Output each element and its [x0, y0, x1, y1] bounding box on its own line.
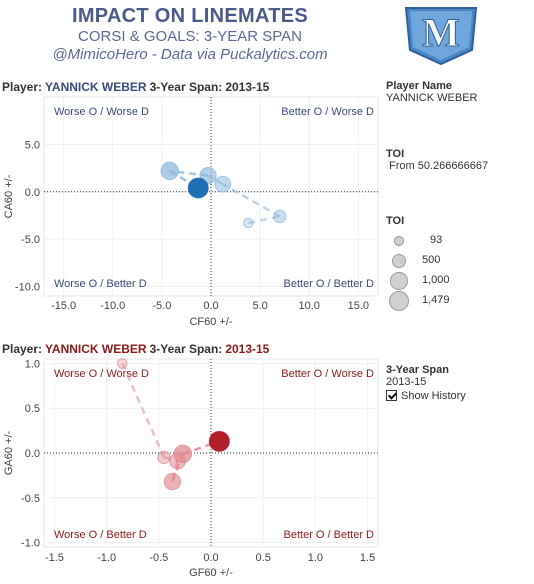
dashboard-subtitle: CORSI & GOALS: 3-YEAR SPAN: [78, 28, 302, 45]
corsi-plot: -15.0 -10.0 -5.0 0.0 5.0 10.0 15.0 5.0 0.0 -5.0 -1…: [3, 96, 379, 328]
goals-history-point[interactable]: [173, 444, 193, 464]
corsi-y-tick-label: -5.0: [21, 234, 40, 246]
goals-panel-title: Player: YANNICK WEBER 3-Year Span: 2013-15: [2, 342, 272, 356]
corsi-history-point[interactable]: [273, 209, 287, 224]
toi-legend-value: 1,479: [422, 294, 450, 306]
corsi-quadrant-bottom-left: Worse O / Better D: [54, 278, 147, 290]
goals-y-tick-label: 1.0: [25, 358, 40, 370]
player-name-value[interactable]: YANNICK WEBER: [386, 92, 478, 104]
goals-y-axis-label: GA60 +/-: [3, 430, 15, 475]
goals-history-point[interactable]: [163, 472, 182, 491]
goals-y-tick-label: -0.5: [21, 493, 40, 505]
goals-y-tick-label: 0.5: [25, 403, 40, 415]
goals-x-tick-label: -0.5: [149, 552, 168, 564]
corsi-x-tick-label: 5.0: [252, 300, 267, 312]
goals-x-tick-label: -1.0: [97, 552, 116, 564]
corsi-x-tick-label: -15.0: [51, 300, 76, 312]
toi-filter-label: TOI: [386, 148, 405, 160]
corsi-title-span-value: 2013-15: [225, 80, 270, 94]
goals-history-point[interactable]: [117, 358, 128, 369]
corsi-quadrant-top-right: Better O / Worse D: [281, 106, 374, 118]
corsi-panel-title: Player: YANNICK WEBER 3-Year Span: 2013-15: [2, 80, 272, 94]
span-value[interactable]: 2013-15: [386, 376, 427, 388]
corsi-y-axis-label: CA60 +/-: [3, 174, 15, 218]
corsi-x-tick-label: 10.0: [299, 300, 320, 312]
player-name-label: Player Name: [386, 80, 453, 92]
toi-legend-circle: [391, 253, 407, 269]
goals-title-player: YANNICK WEBER: [45, 342, 147, 356]
toi-filter-value[interactable]: From 50.266666667: [389, 160, 489, 172]
goals-x-axis-label: GF60 +/-: [189, 567, 233, 579]
toi-legend-value: 500: [422, 254, 441, 266]
player-name-filter[interactable]: Player Name YANNICK WEBER: [386, 80, 477, 104]
corsi-history-segment: [222, 183, 281, 218]
goals-y-tick-label: -1.0: [21, 538, 40, 550]
toi-legend-circle: [390, 272, 408, 290]
toi-legend-row: 1,479: [386, 291, 526, 311]
corsi-y-tick-label: 5.0: [25, 139, 40, 151]
goals-y-tick-label: 0.0: [25, 448, 40, 460]
goals-x-tick-label: 0.0: [203, 552, 218, 564]
toi-legend-circle: [389, 291, 409, 311]
goals-quadrant-bottom-left: Worse O / Better D: [54, 529, 147, 541]
goals-history-segment: [121, 362, 166, 458]
corsi-quadrant-top-left: Worse O / Worse D: [54, 106, 149, 118]
span-filter[interactable]: 3-Year Span 2013-15 Show History: [386, 364, 466, 402]
corsi-x-tick-label: 0.0: [203, 300, 218, 312]
corsi-history-segment: [248, 215, 281, 225]
toi-legend-row: 93: [386, 231, 526, 251]
span-label: 3-Year Span: [386, 364, 449, 376]
corsi-y-tick-label: 0.0: [25, 187, 40, 199]
toi-filter[interactable]: TOI From 50.266666667: [386, 148, 488, 172]
toi-legend-value: 93: [430, 234, 443, 246]
corsi-x-tick-label: -10.0: [100, 300, 125, 312]
goals-quadrant-top-left: Worse O / Worse D: [54, 368, 149, 380]
corsi-history-point[interactable]: [160, 161, 179, 181]
logo-letter: M: [422, 10, 460, 55]
corsi-quadrant-bottom-right: Better O / Better D: [284, 278, 375, 290]
corsi-history-point[interactable]: [243, 217, 254, 229]
goals-x-tick-label: 0.5: [256, 552, 271, 564]
goals-quadrant-bottom-right: Better O / Better D: [284, 529, 375, 541]
corsi-x-tick-label: -5.0: [152, 300, 171, 312]
goals-quadrant-top-right: Better O / Worse D: [281, 368, 374, 380]
corsi-y-tick-label: -10.0: [15, 282, 40, 294]
goals-history-segment: [163, 456, 178, 463]
goals-title-span-value: 2013-15: [225, 342, 270, 356]
corsi-current-point[interactable]: [187, 177, 209, 199]
show-history-toggle[interactable]: Show History: [386, 390, 466, 402]
corsi-title-span-label: 3-Year Span:: [149, 80, 223, 94]
toi-legend-row: 1,000: [386, 271, 526, 291]
corsi-x-axis-label: CF60 +/-: [189, 316, 232, 328]
corsi-history-point[interactable]: [214, 175, 232, 193]
goals-title-span-label: 3-Year Span:: [149, 342, 223, 356]
goals-history-point[interactable]: [157, 450, 171, 465]
corsi-x-tick-label: 15.0: [348, 300, 369, 312]
show-history-checkbox[interactable]: [386, 390, 397, 401]
corsi-title-player: YANNICK WEBER: [45, 80, 147, 94]
goals-x-tick-label: -1.5: [45, 552, 64, 564]
toi-size-legend: TOI 93 500 1,000 1,479: [386, 215, 450, 321]
goals-current-point[interactable]: [208, 430, 230, 452]
mimico-logo: M: [404, 7, 478, 66]
toi-legend-row: 500: [386, 251, 526, 271]
goals-x-tick-label: 1.5: [360, 552, 375, 564]
corsi-title-prefix: Player:: [2, 80, 43, 94]
toi-legend-value: 1,000: [422, 274, 450, 286]
dashboard-credit: @MimicoHero - Data via Puckalytics.com: [52, 46, 328, 63]
show-history-label: Show History: [401, 390, 466, 402]
toi-legend-circle: [394, 236, 404, 246]
goals-plot: -1.5 -1.0 -0.5 0.0 0.5 1.0 1.5 1.0 0.5 0.0 -0.5 -1.…: [3, 358, 379, 579]
goals-x-tick-label: 1.0: [308, 552, 323, 564]
dashboard-title: IMPACT ON LINEMATES: [71, 5, 309, 27]
goals-title-prefix: Player:: [2, 342, 43, 356]
toi-legend-label: TOI: [386, 215, 405, 227]
